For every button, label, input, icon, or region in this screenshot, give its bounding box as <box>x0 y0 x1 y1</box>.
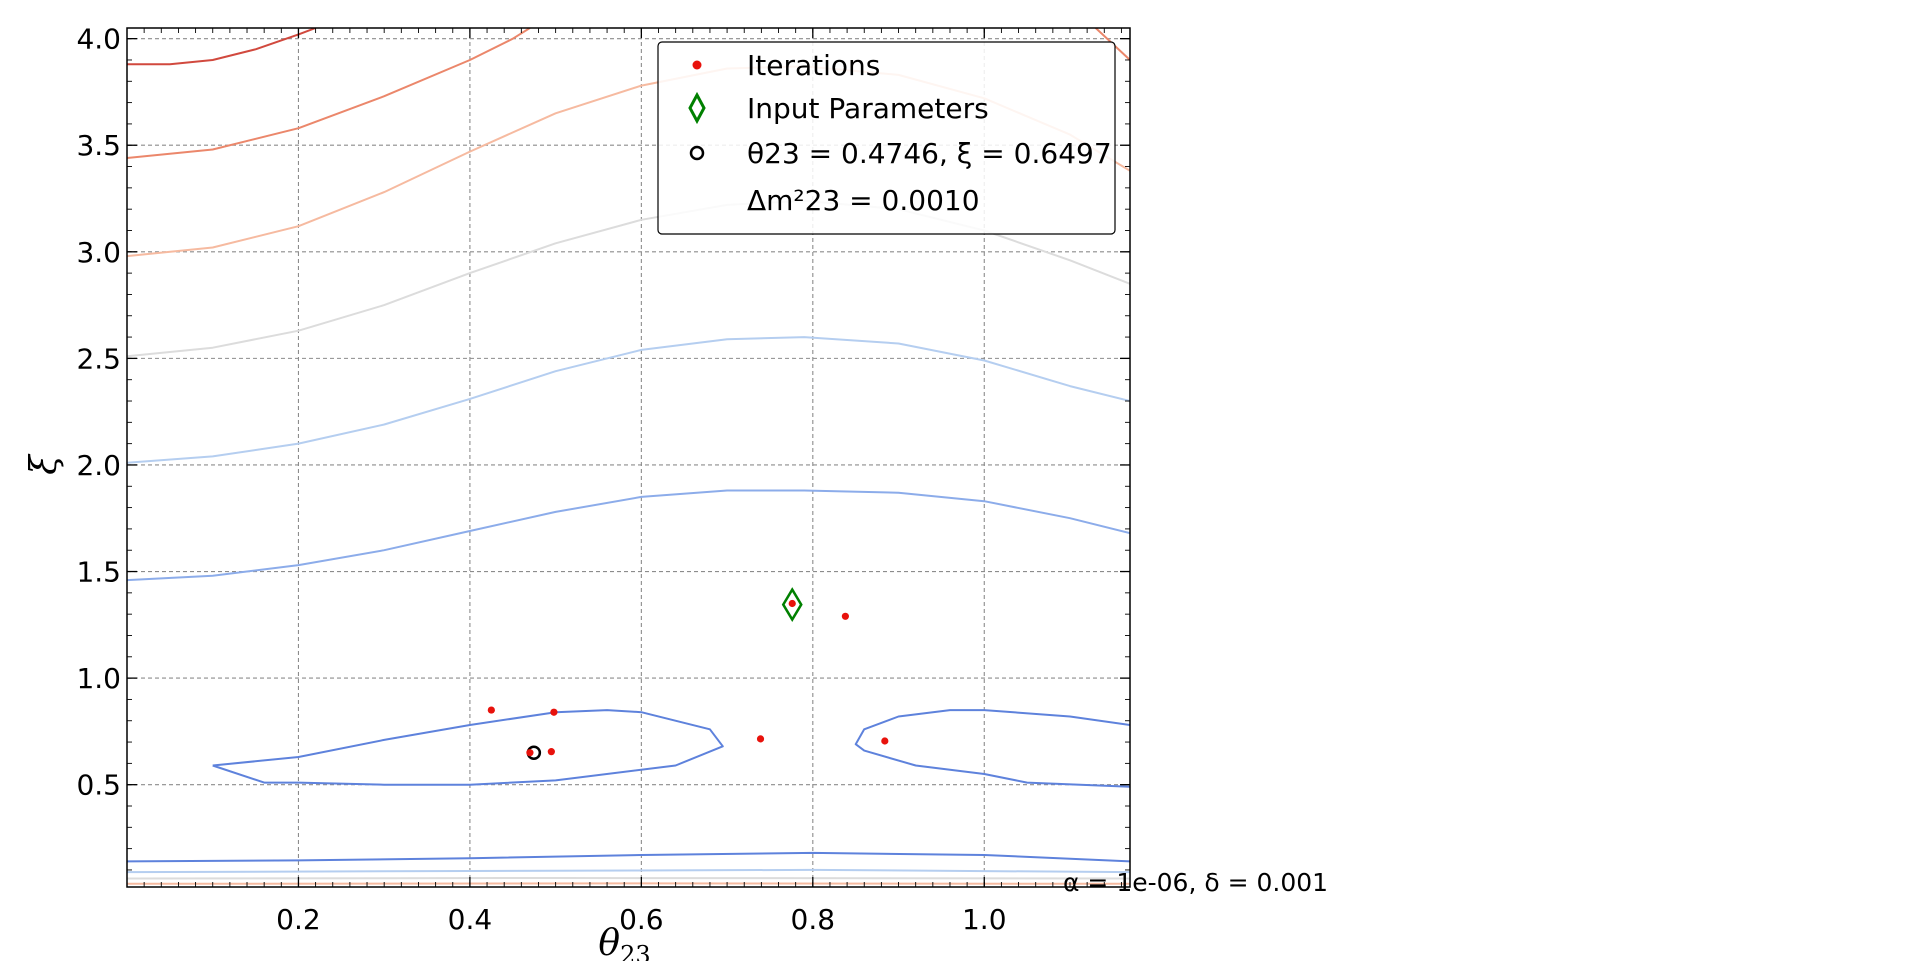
y-tick-label: 2.0 <box>76 449 121 482</box>
contour-line <box>127 851 1130 863</box>
y-tick-label: 3.5 <box>76 129 121 162</box>
contour-line <box>127 28 316 66</box>
iteration-point <box>881 737 889 745</box>
input-parameters-marker <box>781 587 803 623</box>
y-tick-label: 3.0 <box>76 236 121 269</box>
iteration-point <box>526 749 534 757</box>
legend-input-marker <box>688 91 706 125</box>
legend-input-label: Input Parameters <box>747 92 989 125</box>
y-tick-label: 4.0 <box>76 23 121 56</box>
contour-line <box>127 336 1130 464</box>
contour-line <box>127 489 1130 582</box>
x-tick-label: 1.0 <box>962 903 1007 936</box>
x-tick-label: 0.6 <box>619 903 664 936</box>
plot-frame <box>126 27 1131 888</box>
legend-delta-label: Δm²23 = 0.0010 <box>747 184 980 217</box>
iteration-point <box>841 612 849 620</box>
legend-box <box>657 41 1116 235</box>
contour-line <box>127 877 1130 880</box>
x-tick-label: 0.2 <box>276 903 321 936</box>
x-tick-label: 0.4 <box>448 903 493 936</box>
contour-line <box>854 709 1130 788</box>
iteration-point <box>788 599 796 608</box>
contour-line <box>212 709 724 786</box>
iteration-point <box>550 708 558 716</box>
grid-lines <box>127 28 1130 887</box>
legend: Iterations Input Parameters θ23 = 0.4746… <box>657 41 1116 235</box>
annotation-alpha-delta: α = 1e-06, δ = 0.001 <box>1063 868 1328 897</box>
data-points <box>487 587 889 761</box>
iteration-point <box>756 735 765 743</box>
y-tick-label: 2.5 <box>76 342 121 375</box>
axis-ticks: 0.2 0.4 0.6 0.8 1.0 0.5 1.0 1.5 2.0 2.5 3.0 3.5 4.0 <box>76 23 1130 936</box>
legend-best-label: θ23 = 0.4746, ξ = 0.6497 <box>747 137 1112 170</box>
iteration-point <box>547 748 555 756</box>
iteration-point <box>487 706 495 714</box>
y-tick-label: 1.0 <box>76 662 121 695</box>
contour-line <box>127 28 531 159</box>
legend-iterations-label: Iterations <box>747 49 880 82</box>
legend-best-marker <box>689 145 705 161</box>
y-tick-label: 0.5 <box>76 769 121 802</box>
legend-iterations-marker <box>692 60 702 70</box>
y-axis-label: ξ <box>24 453 65 475</box>
y-tick-label: 1.5 <box>76 556 121 589</box>
x-tick-label: 0.8 <box>791 903 836 936</box>
contour-line <box>127 868 1130 874</box>
